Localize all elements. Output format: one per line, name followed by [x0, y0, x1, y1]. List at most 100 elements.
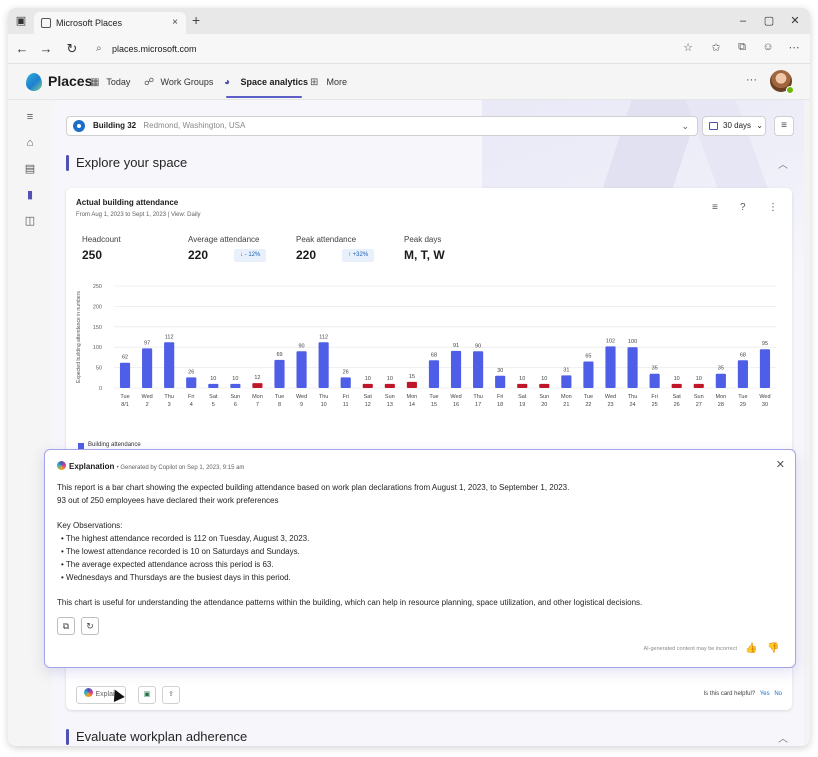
- building-icon[interactable]: ◫: [24, 215, 36, 227]
- x-tick-date: 3: [168, 402, 171, 408]
- intro-line: This report is a bar chart showing the e…: [57, 483, 570, 492]
- maximize-button[interactable]: ▢: [763, 15, 775, 27]
- filter-lines-icon[interactable]: ≡: [712, 202, 718, 213]
- address-bar[interactable]: ⌕ places.microsoft.com: [90, 39, 700, 59]
- x-tick-day: Wed: [296, 394, 307, 400]
- analytics-rail-icon[interactable]: ▮: [26, 189, 34, 201]
- browser-menu-icon[interactable]: ⋯: [788, 42, 800, 54]
- x-tick-day: Fri: [188, 394, 194, 400]
- legend-label: Building attendance: [88, 442, 141, 448]
- date-range-dropdown[interactable]: 30 days ⌄: [702, 116, 766, 136]
- more-vertical-icon[interactable]: ⋮: [768, 202, 778, 213]
- y-tick-label: 200: [93, 304, 102, 310]
- analytics-icon: ◕: [224, 77, 231, 88]
- thumbs-up-icon[interactable]: 👍: [745, 643, 758, 654]
- x-tick-date: 24: [630, 402, 636, 408]
- date-range-value: 30 days: [723, 121, 752, 130]
- bar: [296, 351, 307, 388]
- bar: [517, 383, 528, 388]
- favorite-star-icon[interactable]: ☆: [683, 42, 693, 54]
- list-item: The lowest attendance recorded is 10 on …: [61, 546, 777, 559]
- bar: [583, 361, 594, 388]
- favorites-icon[interactable]: ✩: [711, 42, 721, 54]
- data-label: 65: [585, 353, 591, 359]
- delta-badge: ↑ +32%: [342, 249, 375, 262]
- x-tick-day: Thu: [164, 394, 173, 400]
- hamburger-menu-icon[interactable]: ≡: [26, 111, 34, 123]
- nav-more[interactable]: ⊞ More: [310, 77, 347, 88]
- data-label: 26: [188, 369, 194, 375]
- metric-label: Average attendance: [188, 235, 260, 244]
- x-tick-day: Thu: [473, 394, 482, 400]
- profile-icon[interactable]: ☺: [762, 41, 774, 53]
- copy-icon[interactable]: ⧉: [57, 617, 75, 635]
- x-tick-date: 25: [652, 402, 658, 408]
- minimize-button[interactable]: –: [739, 15, 747, 27]
- home-icon[interactable]: ⌂: [26, 137, 34, 149]
- copilot-icon: [57, 461, 66, 470]
- y-tick-label: 50: [96, 366, 102, 372]
- more-options-icon[interactable]: ···: [746, 74, 757, 86]
- collapse-chevron-up-icon[interactable]: ︿: [778, 734, 788, 745]
- x-tick-day: Mon: [407, 394, 418, 400]
- explanation-panel: Explanation • Generated by Copilot on Se…: [44, 449, 796, 668]
- close-window-button[interactable]: ✕: [790, 15, 800, 27]
- app-name: Places: [48, 73, 93, 89]
- x-tick-date: 19: [519, 402, 525, 408]
- collections-icon[interactable]: ⧉: [738, 41, 746, 53]
- helpful-no-link[interactable]: No: [774, 691, 782, 697]
- filter-button[interactable]: ≡: [774, 116, 794, 136]
- presence-status-icon: [786, 86, 794, 94]
- regenerate-icon[interactable]: ↻: [81, 617, 99, 635]
- x-tick-day: Fri: [651, 394, 657, 400]
- data-label: 35: [718, 366, 724, 372]
- forward-icon[interactable]: →: [39, 41, 53, 56]
- data-label: 91: [453, 343, 459, 349]
- close-tab-icon[interactable]: ×: [172, 17, 178, 28]
- document-icon[interactable]: ▤: [24, 163, 36, 175]
- location-pin-icon: [73, 120, 85, 132]
- refresh-icon[interactable]: ↻: [66, 41, 78, 56]
- bar: [406, 381, 417, 388]
- bar: [671, 383, 682, 388]
- new-tab-button[interactable]: +: [192, 12, 201, 28]
- thumbs-down-icon[interactable]: 👎: [767, 643, 780, 654]
- y-tick-label: 150: [93, 325, 102, 331]
- explain-button[interactable]: Explain: [76, 686, 126, 704]
- tab-actions-icon[interactable]: ▣: [15, 15, 27, 27]
- feedback-prompt: Is this card helpful? Yes No: [703, 691, 782, 697]
- bar: [208, 383, 219, 388]
- close-icon[interactable]: ✕: [775, 459, 785, 471]
- bar: [142, 348, 153, 388]
- nav-today[interactable]: ▦ Today: [90, 77, 130, 88]
- back-icon[interactable]: ←: [15, 41, 29, 56]
- excel-export-icon[interactable]: ▣: [138, 686, 156, 704]
- bar: [252, 383, 263, 388]
- x-tick-date: 27: [696, 402, 702, 408]
- x-tick-day: Tue: [738, 394, 747, 400]
- url-text: places.microsoft.com: [112, 44, 197, 54]
- building-selector[interactable]: Building 32 Redmond, Washington, USA ⌄: [66, 116, 698, 136]
- browser-tab[interactable]: Microsoft Places ×: [34, 12, 186, 34]
- metric-value: 220: [188, 248, 209, 262]
- x-tick-day: Tue: [120, 394, 129, 400]
- x-tick-day: Sun: [539, 394, 549, 400]
- nav-space-analytics[interactable]: ◕ Space analytics: [224, 77, 308, 88]
- bar: [495, 375, 506, 388]
- data-label: 62: [122, 355, 128, 361]
- helpful-yes-link[interactable]: Yes: [759, 691, 770, 697]
- x-tick-date: 17: [475, 402, 481, 408]
- x-tick-date: 22: [585, 402, 591, 408]
- share-icon[interactable]: ⇪: [162, 686, 180, 704]
- x-tick-day: Thu: [319, 394, 328, 400]
- x-tick-date: 5: [212, 402, 215, 408]
- nav-work-groups[interactable]: ☍ Work Groups: [144, 77, 213, 88]
- help-circle-icon[interactable]: ?: [740, 202, 746, 213]
- address-bar-row: ← → ↻ ⌕ places.microsoft.com ☆ ✩ ⧉ ☺ ⋯: [8, 34, 810, 64]
- data-label: 10: [519, 376, 525, 382]
- collapse-chevron-up-icon[interactable]: ︿: [778, 160, 788, 171]
- data-label: 68: [431, 352, 437, 358]
- conclusion: This chart is useful for understanding t…: [57, 598, 643, 608]
- places-logo-icon: [26, 73, 42, 91]
- explanation-body: This report is a bar chart showing the e…: [57, 482, 777, 610]
